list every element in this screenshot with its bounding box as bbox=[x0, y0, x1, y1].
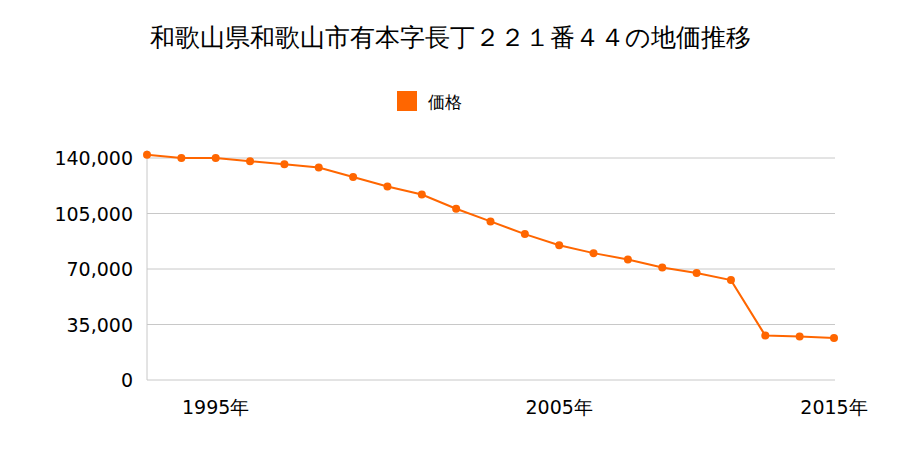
y-axis-line bbox=[147, 150, 148, 380]
data-point bbox=[658, 263, 666, 271]
data-point bbox=[143, 151, 151, 159]
plot-area bbox=[143, 151, 838, 342]
data-point bbox=[727, 276, 735, 284]
title: 和歌山県和歌山市有本字長丁２２１番４４の地価推移 bbox=[150, 23, 751, 52]
data-point bbox=[177, 154, 185, 162]
data-point bbox=[555, 241, 563, 249]
data-point bbox=[487, 217, 495, 225]
data-point bbox=[452, 205, 460, 213]
grid-line bbox=[147, 380, 835, 381]
data-point bbox=[280, 160, 288, 168]
grid-line bbox=[147, 213, 835, 214]
data-point bbox=[212, 154, 220, 162]
data-point bbox=[521, 230, 529, 238]
legend-swatch bbox=[397, 91, 417, 111]
x-tick-label: 2005年 bbox=[526, 396, 593, 418]
y-tick-label: 0 bbox=[121, 369, 133, 391]
x-tick-label: 2015年 bbox=[800, 396, 867, 418]
data-point bbox=[315, 164, 323, 172]
y-tick-label: 105,000 bbox=[54, 203, 133, 225]
data-point bbox=[418, 190, 426, 198]
series-line bbox=[147, 155, 834, 338]
chart-svg: 和歌山県和歌山市有本字長丁２２１番４４の地価推移価格 0 35,000 70,000 1… bbox=[0, 0, 900, 450]
data-point bbox=[246, 157, 254, 165]
x-tick-label: 1995年 bbox=[182, 396, 249, 418]
grid-line bbox=[147, 324, 835, 325]
data-point bbox=[590, 249, 598, 257]
legend-label: 価格 bbox=[428, 92, 462, 112]
data-point bbox=[796, 332, 804, 340]
data-point bbox=[349, 173, 357, 181]
y-tick-label: 70,000 bbox=[67, 258, 133, 280]
y-tick-label: 140,000 bbox=[54, 147, 133, 169]
data-point bbox=[830, 334, 838, 342]
y-tick-label: 35,000 bbox=[67, 314, 133, 336]
data-point bbox=[624, 255, 632, 263]
data-point bbox=[383, 183, 391, 191]
data-point bbox=[693, 269, 701, 277]
grid-line bbox=[147, 269, 835, 270]
chart: 和歌山県和歌山市有本字長丁２２１番４４の地価推移価格 0 35,000 70,000 1… bbox=[0, 0, 900, 450]
data-point bbox=[761, 332, 769, 340]
